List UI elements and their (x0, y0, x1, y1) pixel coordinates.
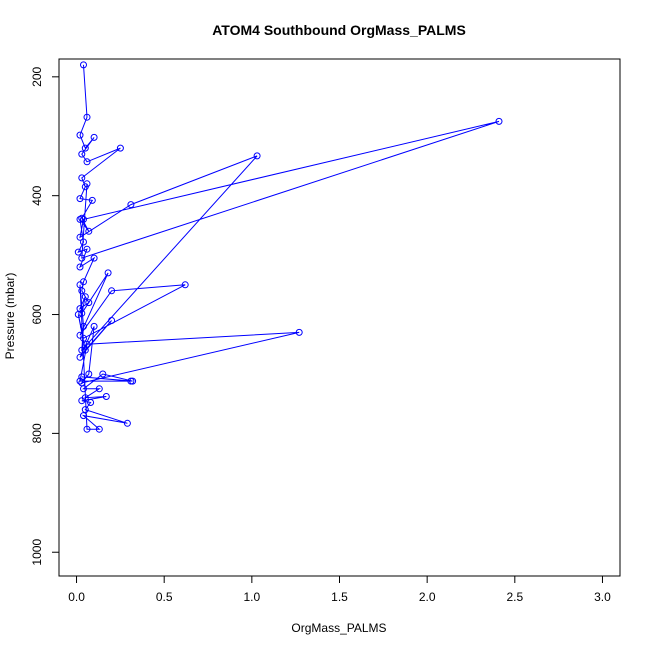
data-point (102, 393, 110, 400)
data-point (495, 117, 503, 125)
y-tick-label: 200 (30, 66, 44, 86)
x-tick-label: 2.0 (419, 590, 436, 604)
data-point (76, 215, 84, 223)
data-point (83, 425, 91, 433)
data-point (116, 144, 124, 152)
plot-area (74, 61, 503, 433)
x-tick-label: 0.5 (156, 590, 173, 604)
series-line (77, 64, 500, 430)
data-point (78, 373, 86, 381)
data-point (83, 340, 91, 348)
data-point (83, 158, 91, 166)
x-tick-label: 2.5 (506, 590, 523, 604)
data-point (80, 322, 87, 330)
y-tick-label: 400 (30, 185, 44, 205)
data-point (80, 334, 87, 342)
data-point (295, 328, 303, 336)
data-point (83, 113, 91, 121)
data-point (76, 353, 84, 361)
data-point (78, 150, 86, 158)
data-point (108, 287, 116, 295)
y-tick-label: 1000 (30, 539, 44, 566)
data-point (76, 131, 84, 139)
data-point (76, 233, 84, 241)
x-tick-label: 1.0 (244, 590, 261, 604)
y-tick-label: 600 (30, 304, 44, 324)
data-point (78, 214, 86, 222)
data-point (127, 201, 135, 209)
data-point (85, 227, 93, 235)
data-point (90, 133, 98, 141)
data-point (80, 385, 87, 393)
data-point (78, 309, 86, 317)
data-point (80, 61, 87, 69)
data-point (78, 254, 86, 262)
data-point (104, 269, 112, 277)
plot-frame (58, 58, 621, 577)
data-point (74, 248, 82, 256)
series-group (74, 61, 503, 433)
data-point (95, 425, 103, 433)
data-point (81, 144, 89, 152)
data-point (78, 174, 86, 182)
data-point (99, 370, 107, 378)
data-point (81, 293, 89, 301)
y-tick-label: 800 (30, 423, 44, 443)
data-point (76, 281, 84, 289)
data-point (80, 215, 87, 223)
data-point (123, 419, 131, 427)
data-point (95, 385, 103, 393)
data-point (83, 180, 91, 188)
data-point (80, 238, 87, 246)
data-point (87, 399, 95, 406)
data-point (76, 195, 84, 203)
data-point (88, 196, 96, 204)
data-point (129, 377, 137, 385)
data-point (78, 346, 86, 354)
data-point (253, 152, 261, 160)
data-point (80, 412, 87, 420)
x-tick-label: 3.0 (594, 590, 611, 604)
data-point (85, 370, 93, 378)
x-axis-label: OrgMass_PALMS (291, 621, 386, 635)
data-point (74, 311, 82, 318)
data-point (85, 299, 93, 307)
chart-title: ATOM4 Southbound OrgMass_PALMS (212, 22, 466, 38)
data-point (76, 377, 84, 385)
data-point (181, 281, 189, 289)
x-axis: 0.0 0.5 1.0 1.5 2.0 2.5 3.0 (68, 575, 611, 604)
data-point (83, 245, 91, 253)
data-point (90, 254, 98, 262)
data-point (90, 322, 98, 330)
x-tick-label: 1.5 (331, 590, 348, 604)
data-point (78, 397, 86, 405)
data-point (76, 263, 84, 271)
data-point (108, 317, 116, 324)
y-axis-label: Pressure (mbar) (3, 273, 17, 360)
x-tick-label: 0.0 (68, 590, 85, 604)
y-axis: 200 400 600 800 1000 (30, 66, 60, 566)
